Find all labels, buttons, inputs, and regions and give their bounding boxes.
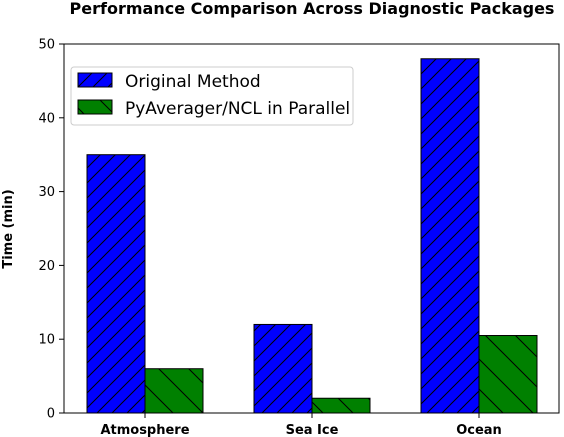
y-tick-label: 20 <box>38 259 55 274</box>
chart-title: Performance Comparison Across Diagnostic… <box>70 0 555 18</box>
x-category-label: Sea Ice <box>286 423 339 437</box>
legend-label-original-method: Original Method <box>125 72 261 92</box>
y-tick-label: 50 <box>38 38 55 53</box>
y-axis-label: Time (min) <box>1 189 16 268</box>
bar-sea-ice-series-2 <box>311 397 371 414</box>
y-tick-label: 40 <box>38 111 55 126</box>
legend: Original Method PyAverager/NCL in Parall… <box>70 66 354 126</box>
y-tick-label: 10 <box>38 333 55 348</box>
legend-swatch-original-method <box>77 72 113 88</box>
bar-ocean-series-1 <box>420 58 480 414</box>
y-tick-label: 30 <box>38 185 55 200</box>
y-tick-label: 0 <box>47 407 55 422</box>
y-axis-ticks: 0 10 20 30 40 50 <box>38 38 64 422</box>
x-axis-ticks: Atmosphere Sea Ice Ocean <box>100 413 502 437</box>
x-category-label: Ocean <box>456 423 502 437</box>
legend-label-pyaverager: PyAverager/NCL in Parallel <box>125 99 350 119</box>
bar-sea-ice-series-1 <box>253 323 313 414</box>
legend-swatch-pyaverager <box>77 99 113 115</box>
bar-atmosphere-series-1 <box>86 154 146 414</box>
bar-atmosphere-series-2 <box>144 368 204 414</box>
legend-box <box>70 66 354 126</box>
x-category-label: Atmosphere <box>100 423 189 437</box>
bars-layer <box>86 58 538 414</box>
bar-ocean-series-2 <box>478 335 538 414</box>
